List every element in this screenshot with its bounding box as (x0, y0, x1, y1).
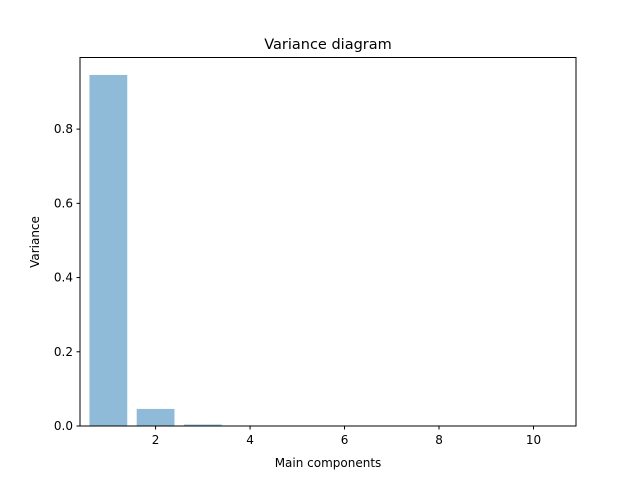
x-axis: 2 4 6 8 10 (152, 426, 541, 447)
y-tick-label-0.2: 0.2 (54, 345, 73, 359)
bar-component-1 (89, 74, 128, 426)
bar-component-3 (183, 424, 222, 426)
x-axis-label: Main components (275, 456, 382, 470)
y-tick-label-0.6: 0.6 (54, 196, 73, 210)
bar-component-2 (136, 408, 175, 426)
x-tick-label-2: 2 (152, 433, 160, 447)
bars-group (89, 74, 553, 426)
y-tick-label-0.8: 0.8 (54, 122, 73, 136)
y-tick-label-0.0: 0.0 (54, 419, 73, 433)
x-tick-label-4: 4 (246, 433, 254, 447)
y-axis: 0.0 0.2 0.4 0.6 0.8 (54, 122, 80, 433)
x-tick-label-6: 6 (341, 433, 349, 447)
chart-title: Variance diagram (264, 37, 392, 53)
plot-frame (79, 57, 577, 427)
y-tick-label-0.4: 0.4 (54, 271, 73, 285)
x-tick-label-10: 10 (526, 433, 541, 447)
y-axis-label: Variance (28, 216, 42, 268)
x-tick-label-8: 8 (435, 433, 443, 447)
